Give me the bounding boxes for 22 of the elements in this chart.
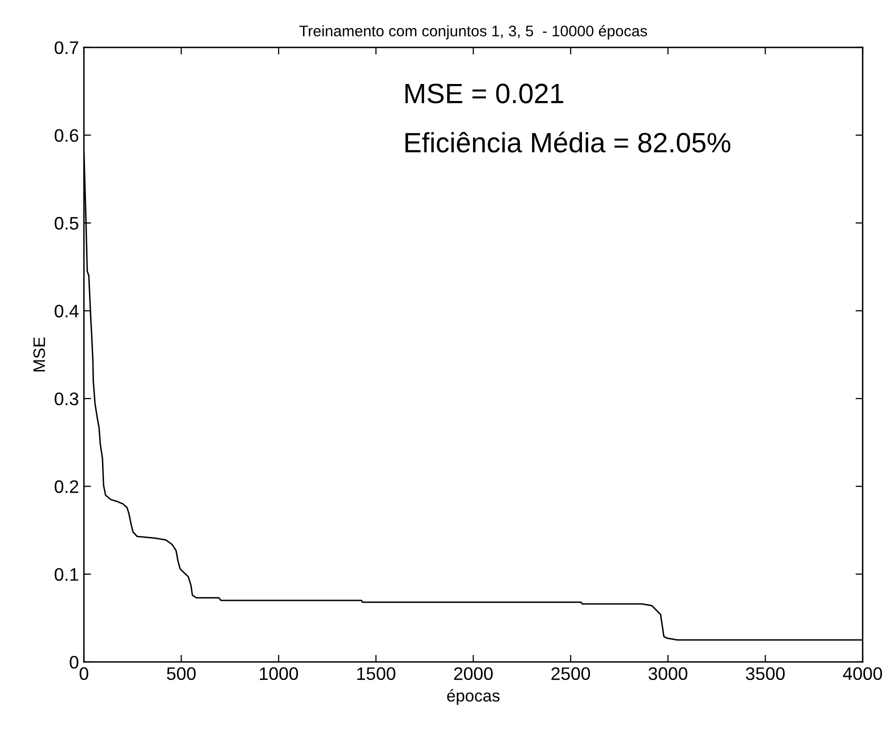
x-tick-label: 2500	[551, 667, 590, 680]
x-tick-label: 4000	[842, 667, 882, 680]
y-tick-label: 0.3	[54, 392, 78, 406]
annotation: Eficiência Média = 82.05%	[405, 132, 730, 153]
y-tick-label: 0.7	[54, 41, 78, 54]
x-tick-label: 1000	[260, 667, 298, 680]
y-tick-label: 0.1	[54, 568, 78, 581]
x-tick-label: 500	[166, 667, 196, 680]
x-tick-label: 3500	[746, 667, 785, 680]
x-tick-label: 0	[80, 667, 88, 680]
y-axis-title: MSE	[33, 337, 46, 372]
y-tick-label: 0.2	[54, 480, 78, 494]
y-tick-label: 0.5	[54, 216, 78, 230]
x-axis-title: épocas	[447, 689, 500, 705]
y-tick-label: 0.4	[54, 304, 79, 318]
x-tick-label: 2000	[454, 667, 493, 680]
y-tick-label: 0.6	[54, 129, 78, 142]
y-tick-label: 0	[70, 656, 78, 669]
x-tick-label: 3000	[648, 667, 688, 680]
annotation: MSE = 0.021	[405, 84, 564, 104]
x-tick-label: 1500	[357, 667, 396, 680]
chart-title: Treinamento com conjuntos 1, 3, 5 - 10000 épocas	[299, 25, 647, 40]
